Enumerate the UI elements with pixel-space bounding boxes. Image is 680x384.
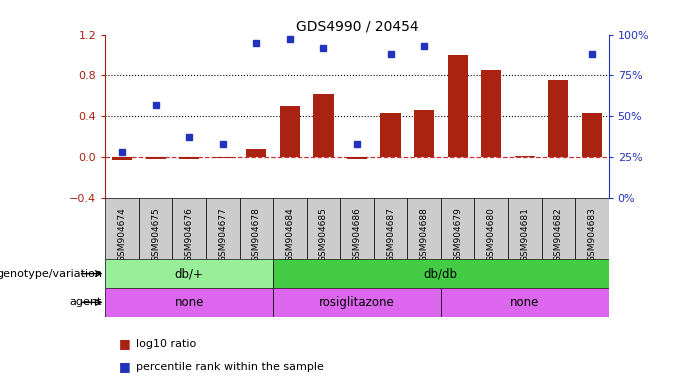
Bar bbox=[441, 198, 475, 259]
Bar bbox=[206, 198, 239, 259]
Text: genotype/variation: genotype/variation bbox=[0, 268, 102, 279]
Text: log10 ratio: log10 ratio bbox=[136, 339, 197, 349]
Bar bbox=[347, 157, 367, 159]
Text: GSM904683: GSM904683 bbox=[588, 207, 596, 262]
Bar bbox=[515, 156, 534, 157]
Text: GSM904678: GSM904678 bbox=[252, 207, 261, 262]
Text: GSM904685: GSM904685 bbox=[319, 207, 328, 262]
Text: ■: ■ bbox=[119, 360, 131, 373]
Text: none: none bbox=[510, 296, 539, 309]
Bar bbox=[307, 198, 340, 259]
Text: GSM904680: GSM904680 bbox=[487, 207, 496, 262]
Text: none: none bbox=[175, 296, 204, 309]
Bar bbox=[139, 198, 173, 259]
Bar bbox=[575, 198, 609, 259]
Bar bbox=[475, 198, 508, 259]
Text: GSM904686: GSM904686 bbox=[352, 207, 362, 262]
Bar bbox=[173, 198, 206, 259]
Text: GSM904676: GSM904676 bbox=[185, 207, 194, 262]
Bar bbox=[414, 110, 434, 157]
Bar bbox=[313, 94, 333, 157]
Text: agent: agent bbox=[69, 297, 102, 308]
Bar bbox=[582, 113, 602, 157]
Bar bbox=[407, 198, 441, 259]
Bar bbox=[239, 198, 273, 259]
Bar bbox=[541, 198, 575, 259]
Bar bbox=[105, 288, 273, 317]
Bar bbox=[508, 198, 541, 259]
Text: GSM904677: GSM904677 bbox=[218, 207, 227, 262]
Text: ■: ■ bbox=[119, 337, 131, 350]
Text: GSM904687: GSM904687 bbox=[386, 207, 395, 262]
Bar bbox=[112, 157, 132, 160]
Text: GSM904682: GSM904682 bbox=[554, 207, 563, 262]
Text: GSM904684: GSM904684 bbox=[286, 207, 294, 262]
Bar bbox=[447, 55, 468, 157]
Bar bbox=[374, 198, 407, 259]
Bar bbox=[273, 198, 307, 259]
Text: GSM904674: GSM904674 bbox=[118, 207, 126, 262]
Bar bbox=[146, 157, 166, 159]
Text: percentile rank within the sample: percentile rank within the sample bbox=[136, 362, 324, 372]
Text: GSM904675: GSM904675 bbox=[151, 207, 160, 262]
Text: db/db: db/db bbox=[424, 267, 458, 280]
Bar bbox=[548, 81, 568, 157]
Text: GSM904681: GSM904681 bbox=[520, 207, 529, 262]
Bar bbox=[105, 198, 139, 259]
Bar bbox=[481, 70, 501, 157]
Text: db/+: db/+ bbox=[175, 267, 204, 280]
Text: rosiglitazone: rosiglitazone bbox=[319, 296, 395, 309]
Bar bbox=[213, 157, 233, 158]
Bar bbox=[280, 106, 300, 157]
Bar bbox=[105, 259, 273, 288]
Bar bbox=[441, 288, 609, 317]
Bar bbox=[381, 113, 401, 157]
Bar bbox=[246, 149, 267, 157]
Bar bbox=[340, 198, 374, 259]
Text: GSM904688: GSM904688 bbox=[420, 207, 428, 262]
Title: GDS4990 / 20454: GDS4990 / 20454 bbox=[296, 20, 418, 33]
Bar bbox=[273, 288, 441, 317]
Bar bbox=[273, 259, 609, 288]
Bar bbox=[180, 157, 199, 159]
Text: GSM904679: GSM904679 bbox=[453, 207, 462, 262]
